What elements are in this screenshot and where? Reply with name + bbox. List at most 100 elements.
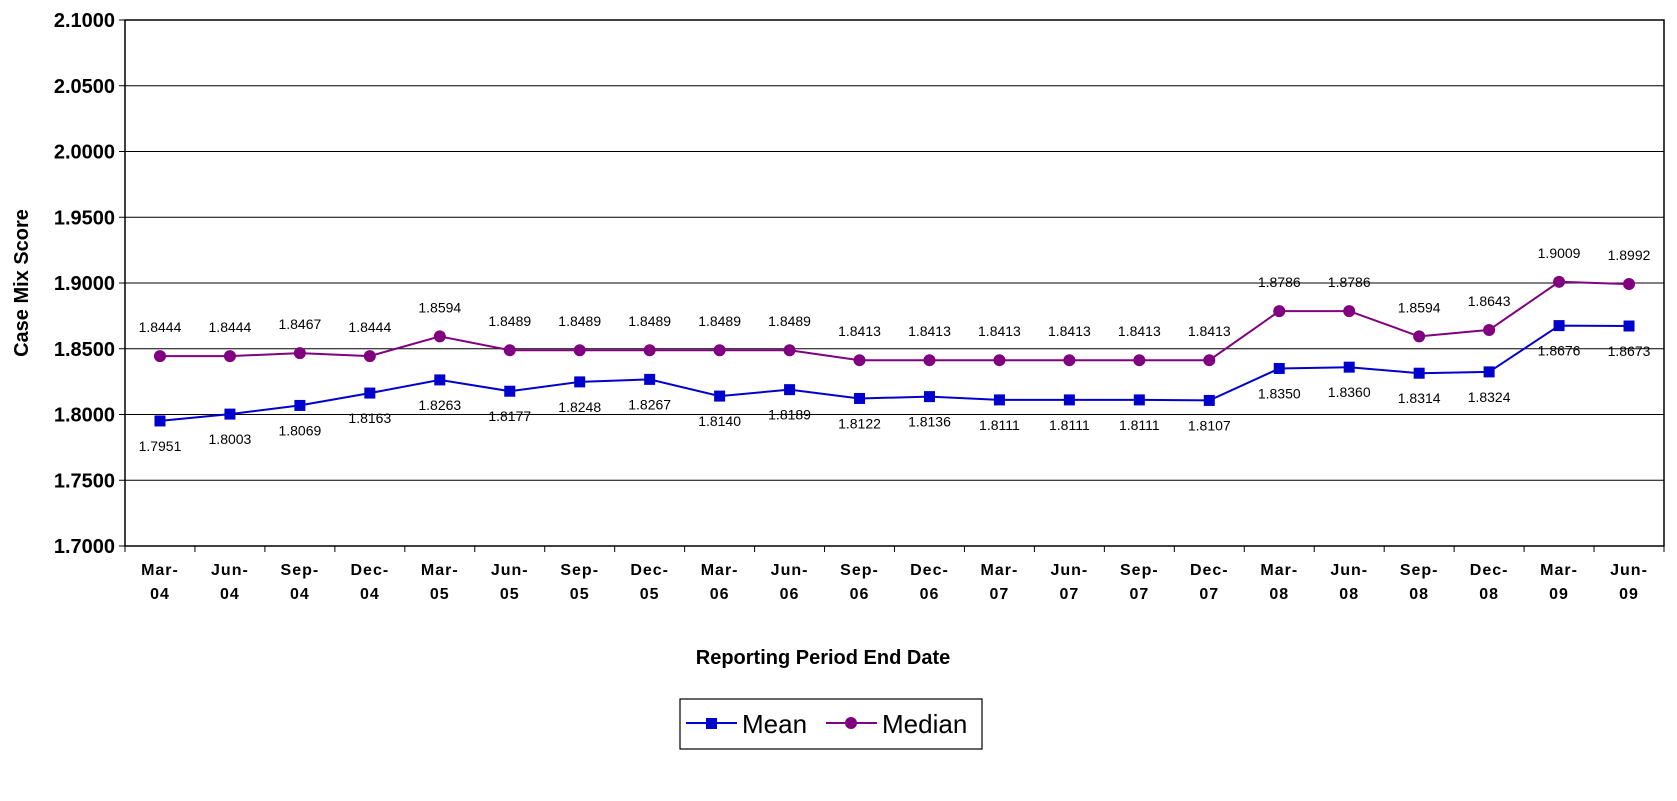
data-point-median [1483,324,1495,336]
data-label-mean: 1.8267 [628,396,671,412]
y-tick-label: 2.0000 [54,142,115,164]
data-label-mean: 1.8177 [488,408,531,424]
x-tick-label: Sep-06 [840,562,879,603]
x-tick-label: Dec-07 [1190,562,1229,603]
data-point-mean [1414,368,1425,379]
data-label-mean: 1.8673 [1608,343,1651,359]
data-label-median: 1.8489 [698,313,741,329]
data-label-median: 1.8413 [1048,323,1091,339]
x-tick-label: Mar-08 [1260,562,1298,603]
legend: Mean Median [680,699,982,749]
y-tick-label: 1.7500 [54,470,115,492]
data-point-mean [644,374,655,385]
data-labels: 1.7951 1.8003 1.8069 1.8163 1.8263 1.8177 1.82… [139,245,1651,454]
data-point-mean [294,400,305,411]
y-axis: 1.7000 1.7500 1.8000 1.8500 1.9000 1.9500 2.00… [54,10,125,558]
data-label-median: 1.8413 [978,323,1021,339]
data-label-mean: 1.8107 [1188,417,1231,433]
x-tick-label: Mar-06 [701,562,739,603]
data-label-mean: 1.8189 [768,407,811,423]
y-tick-label: 1.9500 [54,207,115,229]
x-tick-label: Sep-04 [281,562,320,603]
series-line-mean [160,326,1629,421]
data-label-mean: 1.8003 [209,431,252,447]
data-point-mean [714,391,725,402]
data-point-mean [1484,366,1495,377]
x-tick-label: Sep-07 [1120,562,1159,603]
data-label-median: 1.8594 [1398,299,1441,315]
data-point-mean [1204,395,1215,406]
data-point-median [1273,305,1285,317]
data-point-median [1413,330,1425,342]
data-point-mean [434,374,445,385]
y-tick-label: 1.8000 [54,405,115,427]
data-point-mean [1274,363,1285,374]
data-point-mean [994,394,1005,405]
data-point-mean [1344,362,1355,373]
data-label-mean: 1.7951 [139,438,182,454]
x-tick-label: Sep-05 [560,562,599,603]
data-point-mean [784,384,795,395]
data-point-mean [854,393,865,404]
data-point-median [854,354,866,366]
y-tick-label: 1.7000 [54,536,115,558]
data-point-mean [574,376,585,387]
data-label-median: 1.8413 [908,323,951,339]
y-tick-label: 2.1000 [54,10,115,32]
y-tick-label: 2.0500 [54,76,115,98]
data-point-median [574,344,586,356]
x-tick-label: Dec-05 [630,562,669,603]
x-tick-label: Dec-06 [910,562,949,603]
x-tick-label: Jun-08 [1330,562,1368,603]
data-label-median: 1.8413 [1118,323,1161,339]
legend-median-marker [845,717,857,729]
data-label-median: 1.8786 [1328,274,1371,290]
legend-mean-marker [706,718,717,729]
data-point-median [1623,278,1635,290]
x-axis-title: Reporting Period End Date [696,647,950,669]
data-label-median: 1.8413 [838,323,881,339]
data-point-mean [1064,394,1075,405]
data-label-mean: 1.8140 [698,413,741,429]
x-tick-label: Mar-07 [981,562,1019,603]
data-label-median: 1.9009 [1538,245,1581,261]
data-label-mean: 1.8350 [1258,385,1301,401]
data-label-median: 1.8489 [488,313,531,329]
data-point-median [504,344,516,356]
data-label-mean: 1.8314 [1398,390,1441,406]
x-tick-label: Jun-06 [771,562,809,603]
data-point-median [1063,354,1075,366]
data-point-mean [154,415,165,426]
legend-mean-label: Mean [742,709,807,739]
data-point-median [1133,354,1145,366]
data-label-mean: 1.8069 [278,422,321,438]
data-label-mean: 1.8111 [1049,417,1090,433]
data-point-median [434,330,446,342]
data-point-median [714,344,726,356]
y-tick-label: 1.9000 [54,273,115,295]
x-axis: Mar-04 Jun-04 Sep-04 Dec-04 Mar-05 Jun-05 Sep-… [125,546,1664,603]
data-point-median [1553,276,1565,288]
data-label-mean: 1.8111 [1119,417,1160,433]
data-label-median: 1.8444 [209,319,252,335]
data-point-mean [1134,394,1145,405]
x-tick-label: Dec-08 [1470,562,1509,603]
data-label-median: 1.8444 [348,319,391,335]
data-point-median [993,354,1005,366]
data-label-median: 1.8467 [278,316,321,332]
data-label-median: 1.8992 [1608,247,1651,263]
data-label-median: 1.8594 [418,299,461,315]
data-label-mean: 1.8122 [838,415,881,431]
data-label-mean: 1.8360 [1328,384,1371,400]
x-tick-label: Mar-04 [141,562,179,603]
data-label-median: 1.8643 [1468,293,1511,309]
data-point-mean [364,388,375,399]
x-tick-label: Mar-09 [1540,562,1578,603]
x-tick-label: Jun-05 [491,562,529,603]
data-point-median [364,350,376,362]
data-point-mean [924,391,935,402]
x-tick-label: Jun-09 [1610,562,1648,603]
data-label-median: 1.8489 [558,313,601,329]
y-axis-title: Case Mix Score [11,209,33,357]
